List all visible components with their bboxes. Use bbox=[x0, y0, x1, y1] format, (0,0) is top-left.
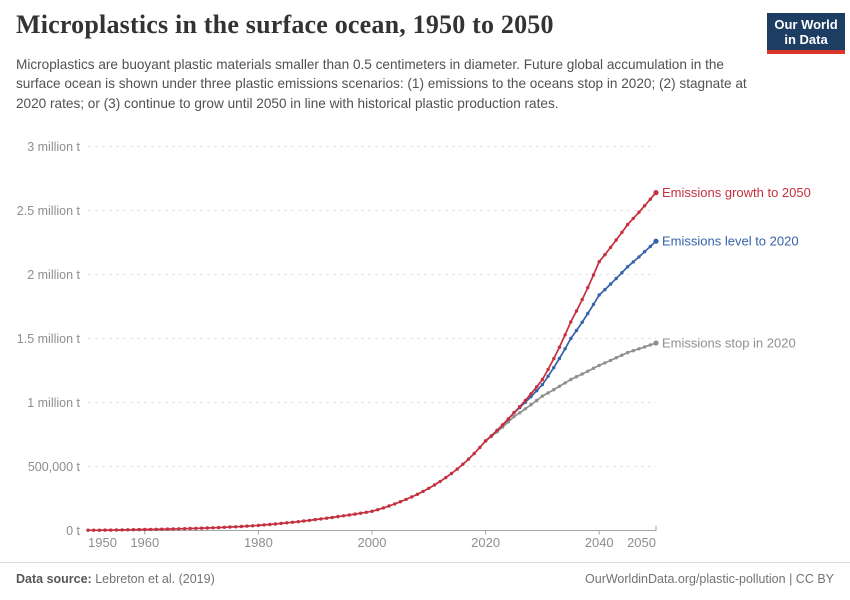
y-tick-label: 3 million t bbox=[27, 140, 80, 154]
series-end-dot bbox=[653, 340, 659, 346]
chart-subtitle: Microplastics are buoyant plastic materi… bbox=[16, 57, 747, 111]
owid-url-link[interactable]: OurWorldinData.org/plastic-pollution bbox=[585, 572, 786, 586]
owid-logo-line2: in Data bbox=[784, 32, 828, 47]
page-title: Microplastics in the surface ocean, 1950… bbox=[16, 10, 554, 39]
y-gridlines bbox=[88, 146, 656, 467]
series-dots bbox=[483, 341, 658, 443]
x-tick-label: 2020 bbox=[471, 535, 500, 550]
x-tick-label: 2000 bbox=[358, 535, 387, 550]
y-tick-label: 1.5 million t bbox=[17, 332, 81, 346]
x-tick-label: 1950 bbox=[88, 535, 117, 550]
data-source-value: Lebreton et al. (2019) bbox=[95, 572, 215, 586]
y-tick-label: 1 million t bbox=[27, 396, 80, 410]
y-tick-label: 500,000 t bbox=[28, 460, 81, 474]
owid-logo-line1: Our World bbox=[774, 17, 838, 32]
series-end-label: Emissions growth to 2050 bbox=[662, 185, 811, 200]
x-tick-label: 1980 bbox=[244, 535, 273, 550]
footer-right: OurWorldinData.org/plastic-pollution | C… bbox=[585, 572, 834, 586]
series-end-dot bbox=[653, 238, 659, 244]
x-tick-label: 1960 bbox=[130, 535, 159, 550]
series-dots bbox=[483, 239, 658, 443]
data-source: Data source: Lebreton et al. (2019) bbox=[16, 572, 215, 586]
x-axis-labels: 1950 1960 1980 2000 2020 2040 2050 bbox=[88, 535, 656, 550]
line-chart: 0 t 500,000 t 1 million t 1.5 million t 2 mi… bbox=[0, 135, 850, 562]
footer-divider: | bbox=[789, 572, 793, 586]
series-end-dot bbox=[653, 190, 659, 196]
y-axis-labels: 0 t 500,000 t 1 million t 1.5 million t 2 mi… bbox=[17, 140, 81, 538]
series-end-label: Emissions level to 2020 bbox=[662, 234, 799, 249]
chart-footer: Data source: Lebreton et al. (2019) OurW… bbox=[0, 562, 850, 600]
series-end-label: Emissions stop in 2020 bbox=[662, 336, 796, 351]
y-tick-label: 2 million t bbox=[27, 268, 80, 282]
y-tick-label: 0 t bbox=[66, 524, 80, 538]
series-emissions-stop-in-2020: Emissions stop in 2020 bbox=[483, 336, 796, 443]
x-tick-label: 2050 bbox=[627, 535, 656, 550]
series-emissions-growth-to-2050: Emissions growth to 2050 bbox=[86, 185, 811, 532]
data-source-label: Data source: bbox=[16, 572, 92, 586]
x-tick-label: 2040 bbox=[585, 535, 614, 550]
series-dots bbox=[86, 190, 658, 532]
y-tick-label: 2.5 million t bbox=[17, 204, 81, 218]
license-badge: CC BY bbox=[795, 572, 834, 586]
owid-logo[interactable]: Our World in Data bbox=[767, 13, 845, 54]
